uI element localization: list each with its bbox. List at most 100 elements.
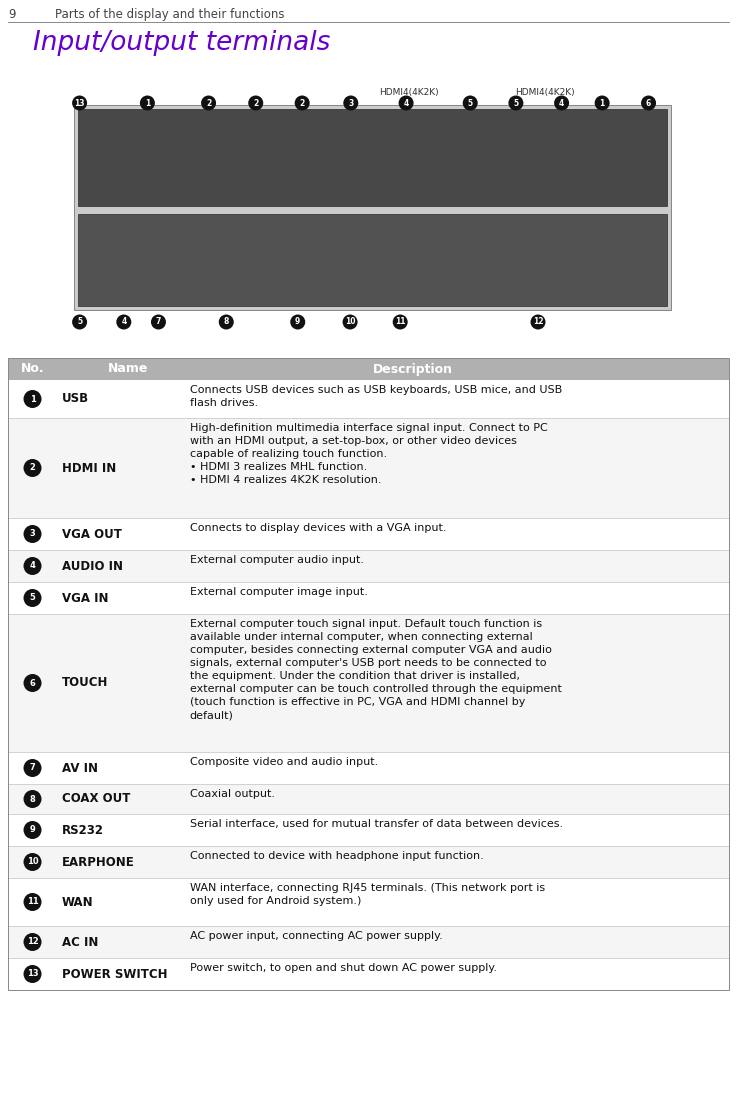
Text: 2: 2 (253, 99, 259, 108)
FancyBboxPatch shape (8, 846, 729, 878)
Text: High-definition multimedia interface signal input. Connect to PC
with an HDMI ou: High-definition multimedia interface sig… (189, 423, 548, 485)
FancyBboxPatch shape (8, 582, 729, 614)
Circle shape (24, 790, 41, 808)
Circle shape (343, 314, 357, 330)
Text: Description: Description (373, 363, 453, 375)
Text: 2: 2 (206, 99, 212, 108)
Circle shape (201, 95, 216, 111)
Text: 7: 7 (156, 317, 161, 326)
Text: Connects to display devices with a VGA input.: Connects to display devices with a VGA i… (189, 523, 446, 533)
Circle shape (24, 525, 41, 543)
Text: HDMI4(4K2K): HDMI4(4K2K) (380, 88, 439, 97)
FancyBboxPatch shape (77, 109, 667, 206)
Text: VGA IN: VGA IN (62, 592, 108, 605)
Text: 13: 13 (27, 969, 38, 979)
Circle shape (295, 95, 310, 111)
Circle shape (24, 852, 41, 871)
Text: Serial interface, used for mutual transfer of data between devices.: Serial interface, used for mutual transf… (189, 819, 563, 829)
Text: 7: 7 (29, 764, 35, 773)
Circle shape (24, 390, 41, 408)
Circle shape (219, 314, 234, 330)
Circle shape (24, 821, 41, 839)
FancyBboxPatch shape (8, 784, 729, 814)
Text: No.: No. (21, 363, 44, 375)
Circle shape (24, 674, 41, 692)
FancyBboxPatch shape (8, 878, 729, 926)
Text: HDMI4(4K2K): HDMI4(4K2K) (516, 88, 575, 97)
FancyBboxPatch shape (74, 105, 671, 310)
Text: COAX OUT: COAX OUT (62, 793, 130, 806)
FancyBboxPatch shape (8, 359, 729, 380)
Circle shape (24, 965, 41, 983)
Circle shape (116, 314, 131, 330)
Circle shape (531, 314, 545, 330)
Text: 5: 5 (77, 317, 82, 326)
Text: WAN: WAN (62, 896, 94, 908)
Circle shape (595, 95, 609, 111)
Text: 2: 2 (29, 464, 35, 473)
Circle shape (399, 95, 413, 111)
Text: Connects USB devices such as USB keyboards, USB mice, and USB
flash drives.: Connects USB devices such as USB keyboar… (189, 385, 562, 408)
Text: 4: 4 (121, 317, 127, 326)
Text: 11: 11 (395, 317, 405, 326)
Text: VGA OUT: VGA OUT (62, 527, 122, 541)
Text: Parts of the display and their functions: Parts of the display and their functions (55, 8, 284, 21)
FancyBboxPatch shape (8, 418, 729, 518)
Text: 6: 6 (29, 678, 35, 687)
Text: 8: 8 (29, 795, 35, 804)
Text: POWER SWITCH: POWER SWITCH (62, 968, 167, 980)
Text: WAN interface, connecting RJ45 terminals. (This network port is
only used for An: WAN interface, connecting RJ45 terminals… (189, 882, 545, 906)
Text: 1: 1 (599, 99, 605, 108)
Text: 5: 5 (468, 99, 472, 108)
Circle shape (290, 314, 305, 330)
Text: Coaxial output.: Coaxial output. (189, 789, 275, 799)
Text: RS232: RS232 (62, 824, 104, 837)
Circle shape (72, 314, 87, 330)
Circle shape (24, 759, 41, 777)
Text: 9: 9 (29, 826, 35, 835)
Circle shape (24, 460, 41, 477)
Circle shape (24, 934, 41, 951)
Text: 8: 8 (223, 317, 229, 326)
FancyBboxPatch shape (8, 614, 729, 751)
FancyBboxPatch shape (8, 380, 729, 418)
Text: AV IN: AV IN (62, 761, 98, 775)
Text: External computer image input.: External computer image input. (189, 587, 368, 597)
Text: 3: 3 (29, 529, 35, 538)
Text: External computer audio input.: External computer audio input. (189, 555, 363, 565)
Text: 4: 4 (403, 99, 409, 108)
Circle shape (463, 95, 478, 111)
Text: Composite video and audio input.: Composite video and audio input. (189, 757, 378, 767)
Text: 5: 5 (29, 594, 35, 603)
Circle shape (24, 557, 41, 575)
Text: HDMI IN: HDMI IN (62, 462, 116, 474)
Text: Power switch, to open and shut down AC power supply.: Power switch, to open and shut down AC p… (189, 963, 497, 973)
Text: 2: 2 (299, 99, 305, 108)
Text: Name: Name (108, 363, 148, 375)
Text: 12: 12 (533, 317, 543, 326)
FancyBboxPatch shape (8, 926, 729, 958)
Text: AC IN: AC IN (62, 936, 99, 949)
Text: USB: USB (62, 393, 89, 405)
Circle shape (554, 95, 569, 111)
Text: 6: 6 (646, 99, 652, 108)
Circle shape (248, 95, 263, 111)
Text: EARPHONE: EARPHONE (62, 856, 135, 868)
Text: 1: 1 (29, 394, 35, 404)
Text: 1: 1 (144, 99, 150, 108)
Text: 11: 11 (27, 898, 38, 907)
FancyBboxPatch shape (8, 958, 729, 990)
Text: 12: 12 (27, 938, 38, 947)
Circle shape (343, 95, 358, 111)
Text: 10: 10 (27, 858, 38, 867)
Circle shape (72, 95, 87, 111)
Circle shape (509, 95, 523, 111)
FancyBboxPatch shape (8, 814, 729, 846)
FancyBboxPatch shape (77, 214, 667, 306)
Text: Connected to device with headphone input function.: Connected to device with headphone input… (189, 851, 483, 861)
Text: 4: 4 (29, 562, 35, 571)
Circle shape (140, 95, 155, 111)
FancyBboxPatch shape (8, 549, 729, 582)
Text: 10: 10 (345, 317, 355, 326)
Circle shape (393, 314, 408, 330)
